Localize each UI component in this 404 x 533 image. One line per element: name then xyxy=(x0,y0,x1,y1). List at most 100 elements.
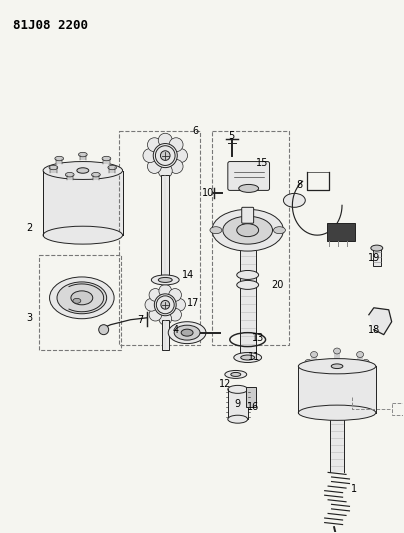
Bar xyxy=(93,175,99,180)
Ellipse shape xyxy=(239,184,259,192)
Ellipse shape xyxy=(284,193,305,207)
Ellipse shape xyxy=(92,173,100,177)
FancyBboxPatch shape xyxy=(228,161,269,190)
Ellipse shape xyxy=(321,366,328,372)
Circle shape xyxy=(161,301,170,309)
Bar xyxy=(56,158,62,164)
Circle shape xyxy=(156,146,175,165)
Bar xyxy=(246,387,256,407)
Bar xyxy=(43,171,122,235)
Ellipse shape xyxy=(237,280,259,289)
Circle shape xyxy=(147,159,162,173)
Circle shape xyxy=(149,308,162,321)
Ellipse shape xyxy=(210,227,222,233)
Text: 12: 12 xyxy=(219,379,231,390)
Circle shape xyxy=(160,151,170,160)
Ellipse shape xyxy=(237,224,259,237)
Ellipse shape xyxy=(77,168,89,173)
Ellipse shape xyxy=(362,359,369,365)
Ellipse shape xyxy=(231,373,241,376)
Ellipse shape xyxy=(71,291,93,305)
Text: 6: 6 xyxy=(192,126,198,136)
Ellipse shape xyxy=(225,370,247,378)
Ellipse shape xyxy=(158,278,172,282)
Ellipse shape xyxy=(174,325,200,340)
Circle shape xyxy=(158,133,172,147)
Ellipse shape xyxy=(298,405,376,421)
Bar xyxy=(80,155,86,160)
Ellipse shape xyxy=(43,226,122,244)
Text: 4: 4 xyxy=(172,325,178,335)
Text: 11: 11 xyxy=(248,352,260,361)
Circle shape xyxy=(158,164,172,178)
Text: 5: 5 xyxy=(229,131,235,141)
Circle shape xyxy=(159,312,172,325)
Ellipse shape xyxy=(228,415,248,423)
Circle shape xyxy=(149,288,162,301)
FancyBboxPatch shape xyxy=(327,223,355,241)
Bar xyxy=(109,167,116,173)
Ellipse shape xyxy=(241,355,255,360)
Ellipse shape xyxy=(228,385,248,393)
Text: 9: 9 xyxy=(235,399,241,409)
Ellipse shape xyxy=(49,165,58,169)
Circle shape xyxy=(153,143,177,167)
Circle shape xyxy=(156,296,174,314)
Circle shape xyxy=(159,285,172,297)
Circle shape xyxy=(99,325,109,335)
Ellipse shape xyxy=(108,165,117,169)
Circle shape xyxy=(173,298,185,311)
Bar xyxy=(103,158,109,164)
Ellipse shape xyxy=(311,352,318,358)
Text: 18: 18 xyxy=(368,325,380,335)
Circle shape xyxy=(145,298,158,311)
Ellipse shape xyxy=(212,209,284,251)
Circle shape xyxy=(154,294,176,316)
Ellipse shape xyxy=(298,359,376,374)
Circle shape xyxy=(169,138,183,152)
Bar xyxy=(298,366,376,413)
Ellipse shape xyxy=(357,352,364,358)
Ellipse shape xyxy=(181,329,193,336)
Ellipse shape xyxy=(168,322,206,344)
Text: 20: 20 xyxy=(271,280,284,290)
Text: 14: 14 xyxy=(182,270,194,280)
Text: 19: 19 xyxy=(368,253,380,263)
Ellipse shape xyxy=(237,270,259,279)
Ellipse shape xyxy=(152,275,179,285)
Circle shape xyxy=(169,308,181,321)
Ellipse shape xyxy=(102,156,111,161)
Text: 13: 13 xyxy=(251,333,264,343)
Ellipse shape xyxy=(334,348,341,354)
Ellipse shape xyxy=(305,359,312,365)
Text: 2: 2 xyxy=(26,223,32,233)
Ellipse shape xyxy=(371,245,383,251)
Circle shape xyxy=(169,288,181,301)
Ellipse shape xyxy=(346,366,354,372)
Ellipse shape xyxy=(234,352,261,362)
Text: 15: 15 xyxy=(257,158,269,167)
Bar xyxy=(50,167,57,173)
Text: 10: 10 xyxy=(202,188,214,198)
Ellipse shape xyxy=(50,277,114,319)
Ellipse shape xyxy=(43,161,122,180)
Text: 8: 8 xyxy=(296,181,302,190)
Polygon shape xyxy=(369,308,392,335)
Text: 7: 7 xyxy=(137,314,143,325)
Text: 1: 1 xyxy=(351,484,357,494)
Ellipse shape xyxy=(223,216,273,244)
Text: 16: 16 xyxy=(246,402,259,412)
Ellipse shape xyxy=(55,156,63,161)
Ellipse shape xyxy=(274,227,285,233)
Ellipse shape xyxy=(65,173,74,177)
Circle shape xyxy=(143,149,157,163)
Bar xyxy=(373,248,381,266)
Ellipse shape xyxy=(57,282,107,314)
Bar xyxy=(162,320,169,350)
Circle shape xyxy=(169,159,183,173)
Circle shape xyxy=(147,138,162,152)
Text: 17: 17 xyxy=(187,298,199,308)
Bar xyxy=(161,175,169,275)
Text: 81J08 2200: 81J08 2200 xyxy=(13,19,88,33)
FancyBboxPatch shape xyxy=(242,207,254,223)
